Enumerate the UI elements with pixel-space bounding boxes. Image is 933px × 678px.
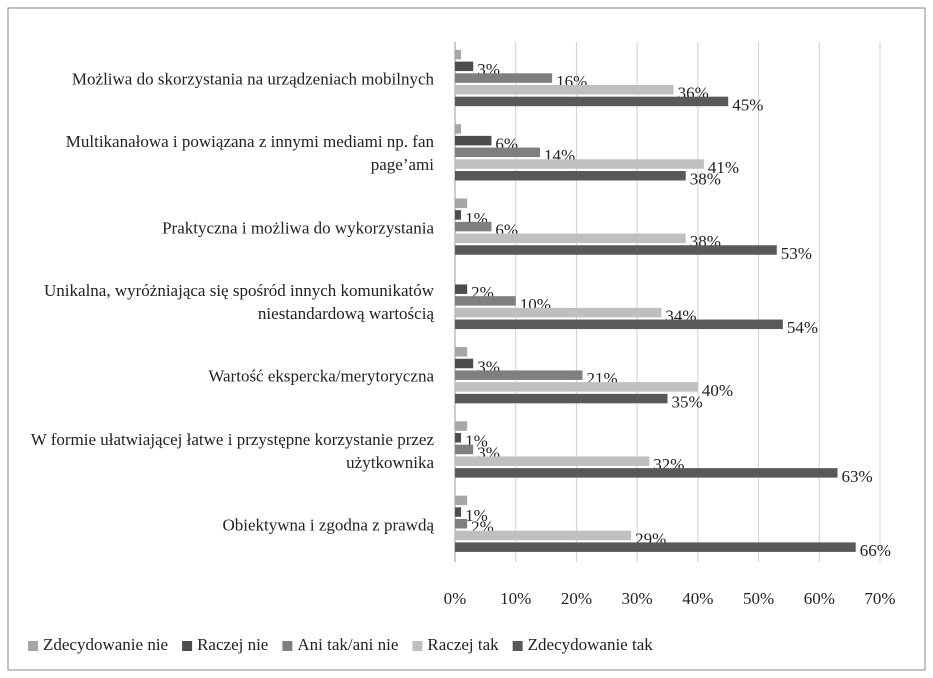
bar xyxy=(455,307,662,318)
data-label: 53% xyxy=(781,244,812,263)
bar xyxy=(455,319,783,330)
bar xyxy=(455,468,838,478)
data-label: 41% xyxy=(708,158,739,177)
data-label: 38% xyxy=(690,170,721,189)
y-tick-label: Obiektywna i zgodna z prawdą xyxy=(222,515,434,535)
bar xyxy=(455,198,468,208)
y-tick-label: W formie ułatwiającej łatwe i przystępne… xyxy=(30,429,434,472)
bar xyxy=(455,221,492,232)
legend-swatch xyxy=(282,641,293,651)
bar xyxy=(455,49,462,60)
bar xyxy=(455,530,632,541)
data-label: 63% xyxy=(842,467,873,486)
x-tick-label: 20% xyxy=(561,589,592,608)
bar xyxy=(455,382,698,392)
bar xyxy=(455,519,468,529)
y-tick-label: Wartość ekspercka/merytoryczna xyxy=(208,366,434,386)
x-tick-label: 30% xyxy=(622,589,653,608)
bar xyxy=(455,245,777,255)
legend-label: Zdecydowanie nie xyxy=(43,635,168,654)
bar xyxy=(455,147,540,158)
bar xyxy=(455,159,704,169)
bar xyxy=(455,170,686,181)
bar xyxy=(455,61,474,72)
legend-label: Ani tak/ani nie xyxy=(297,635,398,654)
y-tick-label: Multikanałowa i powiązana z innymi media… xyxy=(65,132,434,175)
legend-label: Zdecydowanie tak xyxy=(528,635,654,654)
bar xyxy=(455,456,650,466)
chart-border xyxy=(7,7,926,671)
bar xyxy=(455,421,468,431)
x-tick-label: 10% xyxy=(500,589,531,608)
bar xyxy=(455,210,462,220)
bar xyxy=(455,347,468,357)
bar xyxy=(455,233,686,244)
data-label: 1% xyxy=(465,506,488,525)
x-tick-label: 60% xyxy=(804,589,835,608)
legend-swatch xyxy=(412,641,423,651)
bar xyxy=(455,358,474,369)
y-tick-label: Praktyczna i możliwa do wykorzystania xyxy=(162,218,434,238)
bar xyxy=(455,495,468,506)
bar xyxy=(455,370,583,380)
data-label: 45% xyxy=(732,95,763,114)
legend-swatch xyxy=(182,641,193,651)
x-tick-label: 40% xyxy=(682,589,713,608)
x-tick-label: 0% xyxy=(444,589,467,608)
bar xyxy=(455,507,462,517)
x-tick-label: 50% xyxy=(743,589,774,608)
data-label: 54% xyxy=(787,318,818,337)
bar xyxy=(455,444,474,455)
bar xyxy=(455,124,462,134)
legend-swatch xyxy=(28,641,38,651)
legend-label: Raczej nie xyxy=(197,635,268,654)
bar xyxy=(455,542,856,552)
legend-swatch xyxy=(512,641,523,651)
x-tick-label: 70% xyxy=(864,589,895,608)
bar xyxy=(455,96,729,107)
y-tick-label: Możliwa do skorzystania na urządzeniach … xyxy=(71,69,434,89)
bar xyxy=(455,296,516,306)
data-label: 40% xyxy=(702,381,733,400)
legend-label: Raczej tak xyxy=(427,635,499,654)
bar xyxy=(455,284,468,294)
data-label: 66% xyxy=(860,541,891,560)
data-label: 35% xyxy=(672,392,703,411)
bar xyxy=(455,393,668,404)
bar xyxy=(455,433,462,443)
y-tick-label: Unikalna, wyróżniająca się spośród innyc… xyxy=(44,281,434,323)
bar xyxy=(455,135,492,146)
bar xyxy=(455,73,553,83)
bar xyxy=(455,84,674,95)
